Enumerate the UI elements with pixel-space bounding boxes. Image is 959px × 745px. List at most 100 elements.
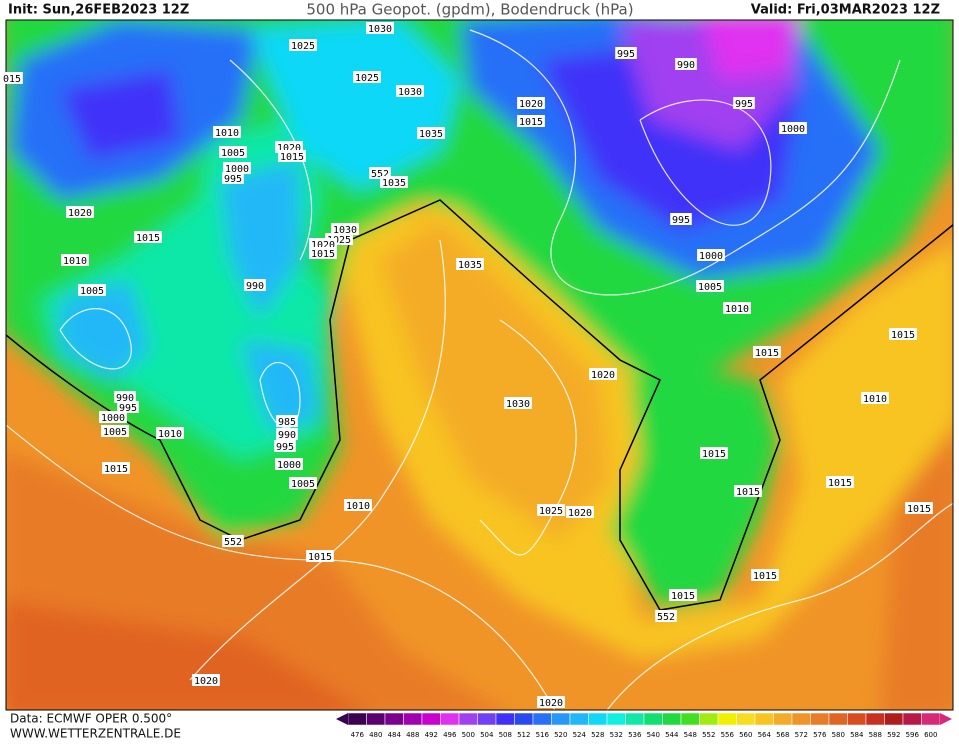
- scale-box: [569, 712, 589, 726]
- isobar-label: 1025: [355, 73, 379, 84]
- isobar-label: 1030: [506, 399, 530, 410]
- label-box: [537, 504, 565, 516]
- scale-box: [440, 712, 460, 726]
- isobar-label: 1005: [291, 479, 315, 490]
- label-box: [696, 280, 724, 292]
- label-box: [517, 97, 545, 109]
- isobar-label: 990: [246, 281, 264, 292]
- label-box: [456, 258, 484, 270]
- scale-box: [736, 712, 756, 726]
- label-box: [275, 458, 303, 470]
- isobar-label: 1020: [568, 508, 592, 519]
- scale-label: 496: [443, 731, 457, 739]
- isobar-label: 552: [657, 612, 675, 623]
- label-box: [276, 428, 298, 440]
- isobar-label: 1015: [753, 571, 777, 582]
- label-box: [861, 392, 889, 404]
- scale-label: 540: [647, 731, 660, 739]
- scale-label: 492: [425, 731, 438, 739]
- scale-box: [643, 712, 663, 726]
- scale-box: [403, 712, 423, 726]
- scale-label: 556: [721, 731, 735, 739]
- scale-label: 520: [554, 731, 567, 739]
- scale-box: [680, 712, 700, 726]
- label-box: [669, 589, 697, 601]
- label-box: [517, 115, 545, 127]
- isobar-label: 995: [672, 215, 690, 226]
- scale-box: [902, 712, 922, 726]
- scale-label: 512: [517, 731, 530, 739]
- label-box: [723, 302, 751, 314]
- website: WWW.WETTERZENTRALE.DE: [10, 727, 181, 741]
- scale-label: 584: [850, 731, 864, 739]
- isobar-label: 1035: [382, 178, 406, 189]
- label-box: [380, 176, 408, 188]
- scale-label: 544: [665, 731, 679, 739]
- label-box: [101, 425, 129, 437]
- scale-box: [347, 712, 367, 726]
- label-box: [289, 39, 317, 51]
- isobar-label: 990: [278, 430, 296, 441]
- label-box: [219, 146, 247, 158]
- label-box: [117, 401, 139, 413]
- scale-box: [662, 712, 682, 726]
- isobar-label: 995: [224, 174, 242, 185]
- scale-label: 500: [462, 731, 475, 739]
- label-box: [192, 674, 220, 686]
- isobar-label: 1005: [698, 282, 722, 293]
- isobar-label: 1015: [828, 478, 852, 489]
- isobar-label: 1015: [736, 487, 760, 498]
- scale-box: [791, 712, 811, 726]
- scale-label: 548: [684, 731, 697, 739]
- label-box: [309, 247, 337, 259]
- label-box: [589, 368, 617, 380]
- isobar-label: 1000: [225, 164, 249, 175]
- isobar-label: 1020: [591, 370, 615, 381]
- isobar-label: 995: [276, 442, 294, 453]
- scale-box: [773, 712, 793, 726]
- isobar-label: 995: [735, 99, 753, 110]
- scale-label: 592: [887, 731, 900, 739]
- isobar-label: 995: [119, 403, 137, 414]
- label-box: [114, 391, 136, 403]
- label-box: [675, 58, 697, 70]
- label-box: [905, 502, 933, 514]
- label-box: [366, 22, 394, 34]
- scale-arrow-left: [336, 713, 348, 725]
- label-box: [1, 72, 23, 84]
- label-box: [753, 346, 781, 358]
- isobar-label: 1000: [277, 460, 301, 471]
- scale-label: 600: [924, 731, 937, 739]
- isobar-label: 1015: [891, 330, 915, 341]
- isobar-label: 1015: [280, 152, 304, 163]
- label-box: [733, 97, 755, 109]
- label-box: [331, 223, 359, 235]
- scale-label: 568: [776, 731, 789, 739]
- scale-label: 516: [536, 731, 550, 739]
- scale-label: 536: [628, 731, 642, 739]
- isobar-label: 1020: [311, 240, 335, 251]
- scale-box: [514, 712, 534, 726]
- scale-box: [921, 712, 941, 726]
- label-box: [213, 126, 241, 138]
- scale-box: [366, 712, 386, 726]
- label-box: [78, 284, 106, 296]
- isobar-label: 1015: [519, 117, 543, 128]
- map-title: 500 hPa Geopot. (gpdm), Bodendruck (hPa): [306, 1, 633, 19]
- isobar-label: 1020: [539, 698, 563, 709]
- isobar-label: 1025: [539, 506, 563, 517]
- isobar-label: 995: [617, 49, 635, 60]
- scale-box: [828, 712, 848, 726]
- isobar-label: 1030: [398, 87, 422, 98]
- label-box: [504, 397, 532, 409]
- isobar-labels: 1030102599599010251030102010159951000103…: [1, 22, 933, 709]
- isobar-label: 1020: [277, 143, 301, 154]
- label-box: [655, 610, 677, 622]
- label-box: [353, 71, 381, 83]
- label-box: [734, 485, 762, 497]
- label-box: [222, 535, 244, 547]
- label-box: [223, 162, 251, 174]
- isobar-label: 1005: [80, 286, 104, 297]
- isobar-label: 1015: [907, 504, 931, 515]
- isobar-label: 1015: [308, 552, 332, 563]
